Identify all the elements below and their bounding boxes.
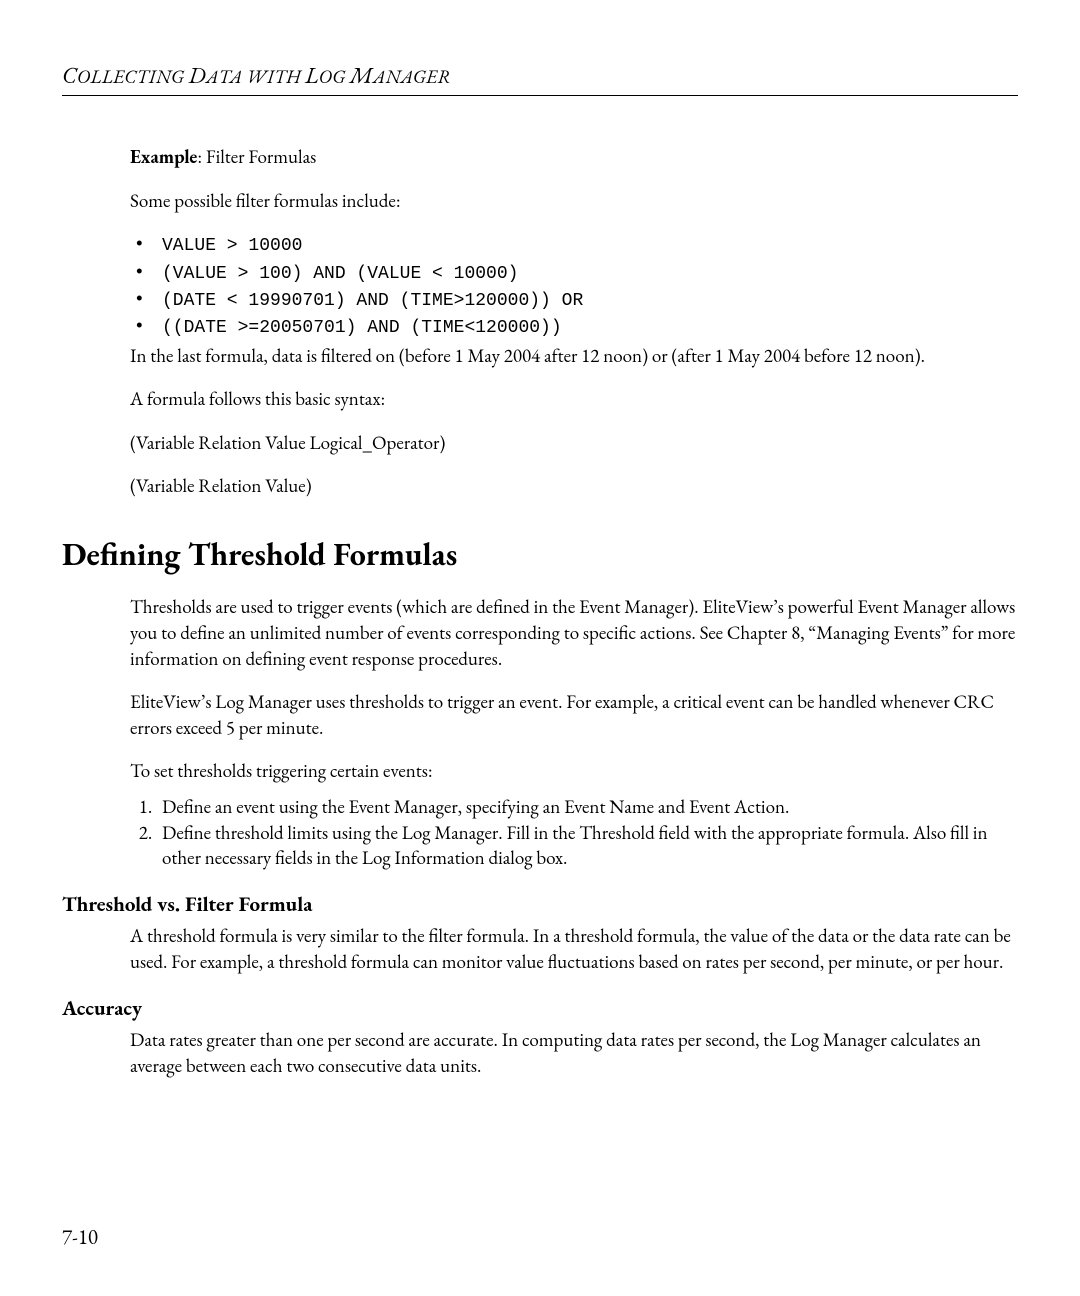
rh-rest: OG: [319, 64, 350, 89]
code: ((DATE >=20050701) AND (TIME<120000)): [162, 318, 562, 338]
threshold-p1: Thresholds are used to trigger events (w…: [130, 594, 1018, 671]
list-item: Define threshold limits using the Log Ma…: [156, 820, 1018, 871]
example-title: Example: Filter Formulas: [130, 144, 1018, 170]
code: (DATE < 19990701) AND (TIME>120000)) OR: [162, 291, 583, 311]
example-label: Example: [130, 144, 197, 169]
threshold-steps: Define an event using the Event Manager,…: [130, 794, 1018, 871]
list-item: (DATE < 19990701) AND (TIME>120000)) OR: [130, 286, 1018, 313]
rh-rest: OLLECTING: [77, 64, 188, 89]
code: VALUE > 10000: [162, 236, 302, 256]
rh-cap: M: [350, 60, 373, 90]
rh-cap: C: [62, 60, 77, 90]
example-intro: Some possible filter formulas include:: [130, 188, 1018, 214]
tvf-body: A threshold formula is very similar to t…: [130, 923, 1018, 974]
rh-cap: L: [305, 60, 319, 90]
sub-heading-accuracy: Accuracy: [62, 995, 1018, 1023]
threshold-body: Thresholds are used to trigger events (w…: [130, 594, 1018, 871]
rh-cap: D: [188, 60, 206, 90]
accuracy-p: Data rates greater than one per second a…: [130, 1027, 1018, 1078]
syntax-line-2: (Variable Relation Value): [130, 473, 1018, 499]
list-item: VALUE > 10000: [130, 231, 1018, 258]
after-bullets: In the last formula, data is filtered on…: [130, 343, 1018, 369]
threshold-p3: To set thresholds triggering certain eve…: [130, 758, 1018, 784]
section-heading-threshold: Defining Threshold Formulas: [62, 533, 1018, 576]
rh-rest: ATA WITH: [206, 64, 305, 89]
accuracy-body: Data rates greater than one per second a…: [130, 1027, 1018, 1078]
tvf-p: A threshold formula is very similar to t…: [130, 923, 1018, 974]
example-title-rest: : Filter Formulas: [197, 144, 316, 169]
syntax-line-1: (Variable Relation Value Logical_Operato…: [130, 430, 1018, 456]
code: (VALUE > 100) AND (VALUE < 10000): [162, 264, 518, 284]
page-number: 7-10: [62, 1224, 98, 1252]
running-head: COLLECTING DATA WITH LOG MANAGER: [62, 60, 1018, 96]
threshold-p2: EliteView’s Log Manager uses thresholds …: [130, 689, 1018, 740]
example-block: Example: Filter Formulas Some possible f…: [130, 144, 1018, 499]
syntax-intro: A formula follows this basic syntax:: [130, 386, 1018, 412]
sub-heading-tvf: Threshold vs. Filter Formula: [62, 891, 1018, 919]
list-item: Define an event using the Event Manager,…: [156, 794, 1018, 820]
formula-list: VALUE > 10000 (VALUE > 100) AND (VALUE <…: [130, 231, 1018, 340]
rh-rest: ANAGER: [373, 64, 451, 89]
list-item: (VALUE > 100) AND (VALUE < 10000): [130, 259, 1018, 286]
list-item: ((DATE >=20050701) AND (TIME<120000)): [130, 313, 1018, 340]
